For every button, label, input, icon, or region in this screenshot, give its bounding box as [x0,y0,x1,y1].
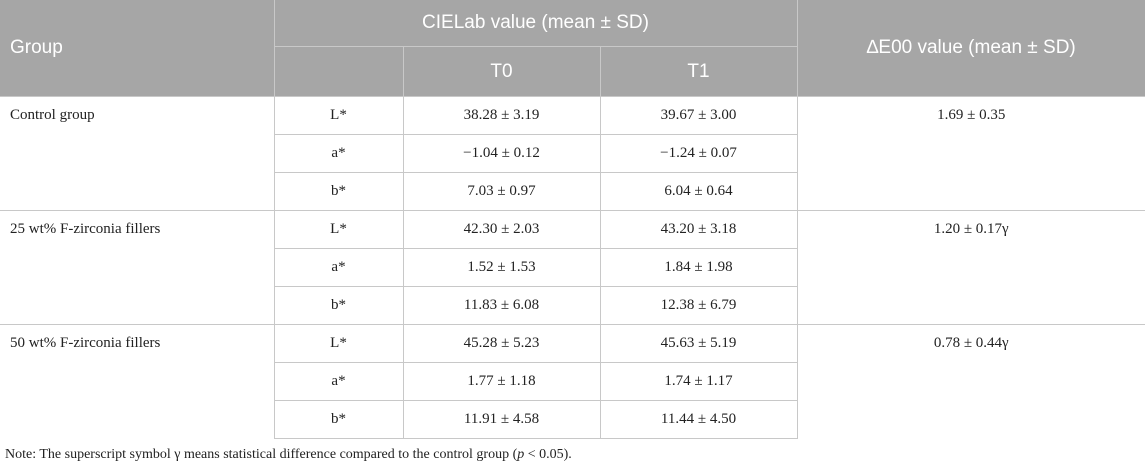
t1-cell: 1.84 ± 1.98 [599,248,798,287]
t1-cell: 43.20 ± 3.18 [599,210,798,249]
header-t0: T0 [402,46,600,97]
t0-cell: 1.77 ± 1.18 [402,362,600,401]
table-row: 25 wt% F-zirconia fillers L* 42.30 ± 2.0… [0,210,1145,325]
param-cell: L* [273,210,403,249]
table-row: b* 7.03 ± 0.97 6.04 ± 0.64 [0,172,1145,211]
t0-cell: 38.28 ± 3.19 [402,96,600,135]
table-row: Control group L* 38.28 ± 3.19 39.67 ± 3.… [0,96,1145,211]
param-cell: L* [273,96,403,135]
param-cell: a* [273,362,403,401]
header-param-spacer [273,46,403,97]
table-row: a* 1.77 ± 1.18 1.74 ± 1.17 [0,362,1145,401]
table-row: a* −1.04 ± 0.12 −1.24 ± 0.07 [0,134,1145,173]
note-p-symbol: p [517,447,525,462]
param-cell: a* [273,134,403,173]
group-name-control: Control group [0,96,274,211]
param-cell: a* [273,248,403,287]
table-note: Note: The superscript symbol γ means sta… [5,447,572,463]
header-t1: T1 [599,46,798,97]
group-name-25wt: 25 wt% F-zirconia fillers [0,210,274,325]
delta-e-control: 1.69 ± 0.35 [796,96,1145,211]
t1-cell: 39.67 ± 3.00 [599,96,798,135]
t0-cell: 42.30 ± 2.03 [402,210,600,249]
t0-cell: −1.04 ± 0.12 [402,134,600,173]
header-delta-e: ∆E00 value (mean ± SD) [796,0,1145,97]
t0-cell: 11.83 ± 6.08 [402,286,600,325]
note-suffix: < 0.05). [524,447,572,462]
t1-cell: 6.04 ± 0.64 [599,172,798,211]
t1-cell: 1.74 ± 1.17 [599,362,798,401]
header-group: Group [0,0,274,97]
table-row: b* 11.91 ± 4.58 11.44 ± 4.50 [0,400,1145,439]
param-cell: b* [273,400,403,439]
t0-cell: 45.28 ± 5.23 [402,324,600,363]
t1-cell: 45.63 ± 5.19 [599,324,798,363]
header-cielab: CIELab value (mean ± SD) [273,0,798,47]
delta-e-25wt: 1.20 ± 0.17γ [796,210,1145,325]
table-row: b* 11.83 ± 6.08 12.38 ± 6.79 [0,286,1145,325]
group-name-50wt: 50 wt% F-zirconia fillers [0,324,274,439]
t0-cell: 7.03 ± 0.97 [402,172,600,211]
table-row: 50 wt% F-zirconia fillers L* 45.28 ± 5.2… [0,324,1145,439]
note-prefix: Note: The superscript symbol γ means sta… [5,447,518,462]
cielab-results-table: Group CIELab value (mean ± SD) ∆E00 valu… [0,0,1145,439]
t0-cell: 1.52 ± 1.53 [402,248,600,287]
param-cell: b* [273,286,403,325]
t1-cell: 12.38 ± 6.79 [599,286,798,325]
param-cell: L* [273,324,403,363]
table-row: a* 1.52 ± 1.53 1.84 ± 1.98 [0,248,1145,287]
t1-cell: −1.24 ± 0.07 [599,134,798,173]
delta-e-50wt: 0.78 ± 0.44γ [796,324,1145,439]
param-cell: b* [273,172,403,211]
t1-cell: 11.44 ± 4.50 [599,400,798,439]
t0-cell: 11.91 ± 4.58 [402,400,600,439]
